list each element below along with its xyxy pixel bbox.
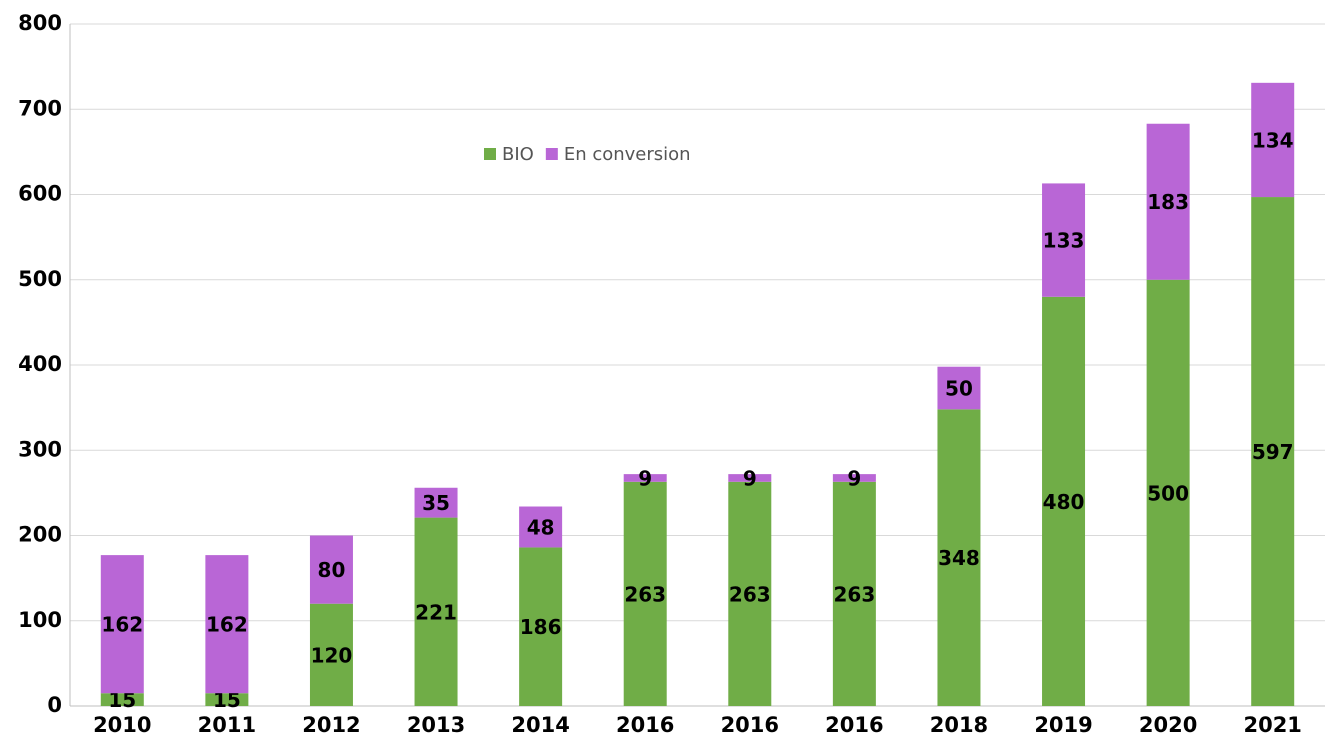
value-label: 221 xyxy=(415,600,457,624)
y-tick-label: 100 xyxy=(18,608,62,632)
bar-segment xyxy=(728,481,772,706)
value-label: 162 xyxy=(101,613,143,637)
value-label: 480 xyxy=(1043,490,1085,514)
bar-segment xyxy=(1146,123,1190,280)
bar-segment xyxy=(100,555,144,694)
value-label: 9 xyxy=(847,466,861,490)
y-tick-label: 300 xyxy=(18,437,62,461)
legend-label: BIO xyxy=(502,144,534,165)
y-tick-label: 400 xyxy=(18,352,62,376)
bar-segment xyxy=(832,481,876,706)
value-label: 134 xyxy=(1252,128,1294,152)
bar-segment xyxy=(623,481,667,706)
x-tick-label: 2014 xyxy=(511,713,569,737)
bar-segment xyxy=(205,693,249,706)
x-tick-label: 2018 xyxy=(930,713,988,737)
value-label: 348 xyxy=(938,546,980,570)
value-label: 597 xyxy=(1252,440,1294,464)
bar-segment xyxy=(414,487,458,518)
x-tick-label: 2020 xyxy=(1139,713,1197,737)
y-tick-label: 700 xyxy=(18,96,62,120)
bar-segment xyxy=(414,517,458,706)
value-label: 263 xyxy=(729,582,771,606)
x-tick-label: 2016 xyxy=(616,713,674,737)
value-label: 186 xyxy=(520,615,562,639)
value-label: 120 xyxy=(311,643,353,667)
x-tick-label: 2021 xyxy=(1243,713,1301,737)
value-label: 9 xyxy=(743,466,757,490)
value-label: 48 xyxy=(527,515,555,539)
bar-segment xyxy=(623,474,667,482)
y-tick-label: 600 xyxy=(18,182,62,206)
y-tick-label: 0 xyxy=(47,693,62,717)
value-label: 263 xyxy=(624,582,666,606)
bar-segment xyxy=(1251,197,1295,706)
x-tick-label: 2016 xyxy=(721,713,779,737)
bar-segment xyxy=(937,366,981,410)
x-tick-label: 2011 xyxy=(198,713,256,737)
bar-segment xyxy=(309,535,353,604)
y-tick-label: 200 xyxy=(18,523,62,547)
value-label: 263 xyxy=(834,582,876,606)
x-tick-label: 2019 xyxy=(1034,713,1092,737)
bar-segment xyxy=(728,474,772,482)
x-tick-label: 2016 xyxy=(825,713,883,737)
x-tick-label: 2010 xyxy=(93,713,151,737)
value-label: 162 xyxy=(206,613,248,637)
bar-segment xyxy=(309,603,353,706)
x-tick-label: 2012 xyxy=(302,713,360,737)
y-tick-label: 800 xyxy=(18,11,62,35)
bar-segment xyxy=(1042,183,1086,297)
value-label: 50 xyxy=(945,377,973,401)
bar-segment xyxy=(205,555,249,694)
bar-segment xyxy=(1251,82,1295,198)
value-label: 500 xyxy=(1147,481,1189,505)
bar-segment xyxy=(519,547,563,706)
bar-segment xyxy=(1042,296,1086,706)
bar-segment xyxy=(100,693,144,706)
bar-segment xyxy=(1146,279,1190,706)
bar-segment xyxy=(937,409,981,706)
y-tick-label: 500 xyxy=(18,267,62,291)
value-label: 80 xyxy=(318,558,346,582)
bar-segment xyxy=(519,506,563,548)
value-label: 183 xyxy=(1147,190,1189,214)
x-tick-label: 2013 xyxy=(407,713,465,737)
value-label: 9 xyxy=(638,466,652,490)
value-label: 133 xyxy=(1043,229,1085,253)
legend-swatch xyxy=(545,148,558,160)
value-label: 35 xyxy=(422,491,450,515)
bar-segment xyxy=(832,474,876,482)
legend-swatch xyxy=(484,148,496,160)
legend-label: En conversion xyxy=(564,144,691,165)
